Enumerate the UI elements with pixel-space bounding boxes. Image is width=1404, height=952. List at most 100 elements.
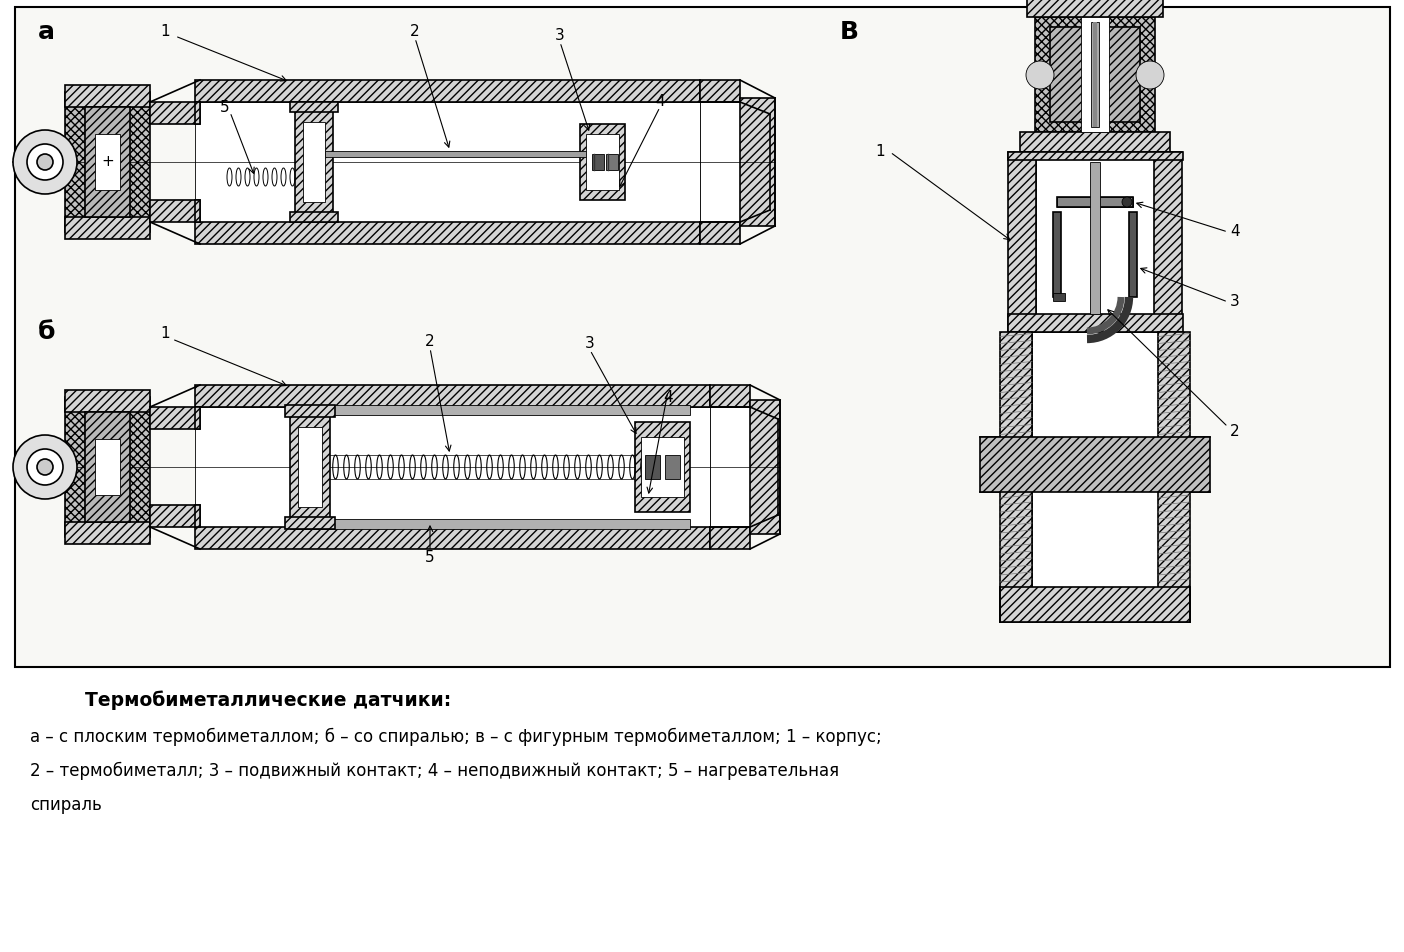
Text: 5: 5 [220, 100, 230, 114]
Bar [1008, 314, 1184, 332]
Bar [1026, 0, 1163, 17]
Bar [1057, 197, 1133, 207]
Bar [285, 517, 336, 529]
Bar [195, 407, 199, 429]
Bar [701, 222, 740, 244]
Text: +: + [101, 154, 114, 169]
Bar [65, 92, 150, 232]
Bar [150, 407, 199, 429]
Circle shape [13, 130, 77, 194]
Bar [585, 134, 619, 190]
Text: 2 – термобиметалл; 3 – подвижный контакт; 4 – неподвижный контакт; 5 – нагревате: 2 – термобиметалл; 3 – подвижный контакт… [29, 762, 840, 781]
Text: 5: 5 [425, 549, 435, 565]
Bar [740, 98, 775, 226]
Bar [298, 427, 322, 507]
Bar [607, 154, 618, 170]
Bar [285, 405, 336, 417]
Bar [150, 200, 199, 222]
Bar [291, 519, 689, 529]
Text: 3: 3 [555, 29, 564, 44]
Bar [150, 102, 199, 124]
Bar [1008, 152, 1184, 160]
Bar [1050, 27, 1140, 122]
Text: 2: 2 [425, 334, 435, 349]
Bar [95, 439, 119, 495]
Text: а: а [38, 20, 55, 44]
Bar [291, 412, 330, 522]
Bar [1035, 17, 1155, 132]
Bar [642, 437, 684, 497]
Bar [65, 390, 150, 412]
Bar [65, 85, 150, 107]
Bar [324, 151, 595, 157]
Bar [1158, 332, 1191, 622]
Bar [291, 102, 338, 112]
Bar [701, 102, 740, 222]
Text: б: б [38, 320, 56, 344]
Text: 3: 3 [1230, 294, 1240, 309]
Bar [303, 122, 324, 202]
Bar [1019, 132, 1170, 152]
Circle shape [27, 144, 63, 180]
Bar [1081, 17, 1109, 132]
Text: 1: 1 [875, 145, 885, 160]
Bar [1032, 332, 1158, 622]
Text: 2: 2 [1230, 425, 1240, 440]
Bar [580, 124, 625, 200]
Bar [65, 397, 150, 537]
Bar [1000, 587, 1191, 622]
Bar [1090, 162, 1099, 314]
Bar [291, 405, 689, 415]
Circle shape [1122, 197, 1132, 207]
Bar [195, 80, 701, 102]
Bar [15, 7, 1390, 667]
Text: а – с плоским термобиметаллом; б – со спиралью; в – с фигурным термобиметаллом; : а – с плоским термобиметаллом; б – со сп… [29, 728, 882, 746]
Bar [1091, 22, 1099, 127]
Circle shape [37, 154, 53, 170]
Text: 4: 4 [656, 94, 665, 109]
Bar [1154, 152, 1182, 332]
Bar [1129, 212, 1137, 297]
Bar [710, 527, 750, 549]
Bar [710, 385, 750, 407]
Bar [1092, 22, 1097, 127]
Bar [1000, 332, 1032, 622]
Bar [195, 200, 199, 222]
Bar [644, 455, 660, 479]
Bar [86, 107, 131, 217]
Text: спираль: спираль [29, 796, 101, 814]
Text: 1: 1 [160, 25, 170, 39]
Bar [635, 422, 689, 512]
Bar [592, 154, 604, 170]
Bar [195, 407, 710, 527]
Text: 4: 4 [663, 389, 673, 405]
Bar [1053, 212, 1061, 297]
Circle shape [13, 435, 77, 499]
Bar [295, 107, 333, 217]
Text: 1: 1 [160, 327, 170, 342]
Bar [65, 217, 150, 239]
Bar [1008, 152, 1036, 332]
Bar [195, 527, 710, 549]
Bar [65, 522, 150, 544]
Text: 3: 3 [585, 336, 595, 351]
Bar [710, 407, 750, 527]
Bar [1057, 197, 1133, 207]
Text: Термобиметаллические датчики:: Термобиметаллические датчики: [86, 690, 451, 709]
Circle shape [1136, 61, 1164, 89]
Text: 2: 2 [410, 25, 420, 39]
Bar [980, 437, 1210, 491]
Bar [195, 102, 199, 124]
Bar [291, 212, 338, 222]
Bar [195, 385, 710, 407]
Bar [86, 412, 131, 522]
Bar [701, 80, 740, 102]
Bar [150, 505, 199, 527]
Bar [195, 222, 701, 244]
Circle shape [1026, 61, 1054, 89]
Bar [95, 134, 119, 190]
Circle shape [37, 459, 53, 475]
Text: 4: 4 [1230, 225, 1240, 240]
Bar [1053, 293, 1066, 301]
Bar [1036, 152, 1155, 332]
